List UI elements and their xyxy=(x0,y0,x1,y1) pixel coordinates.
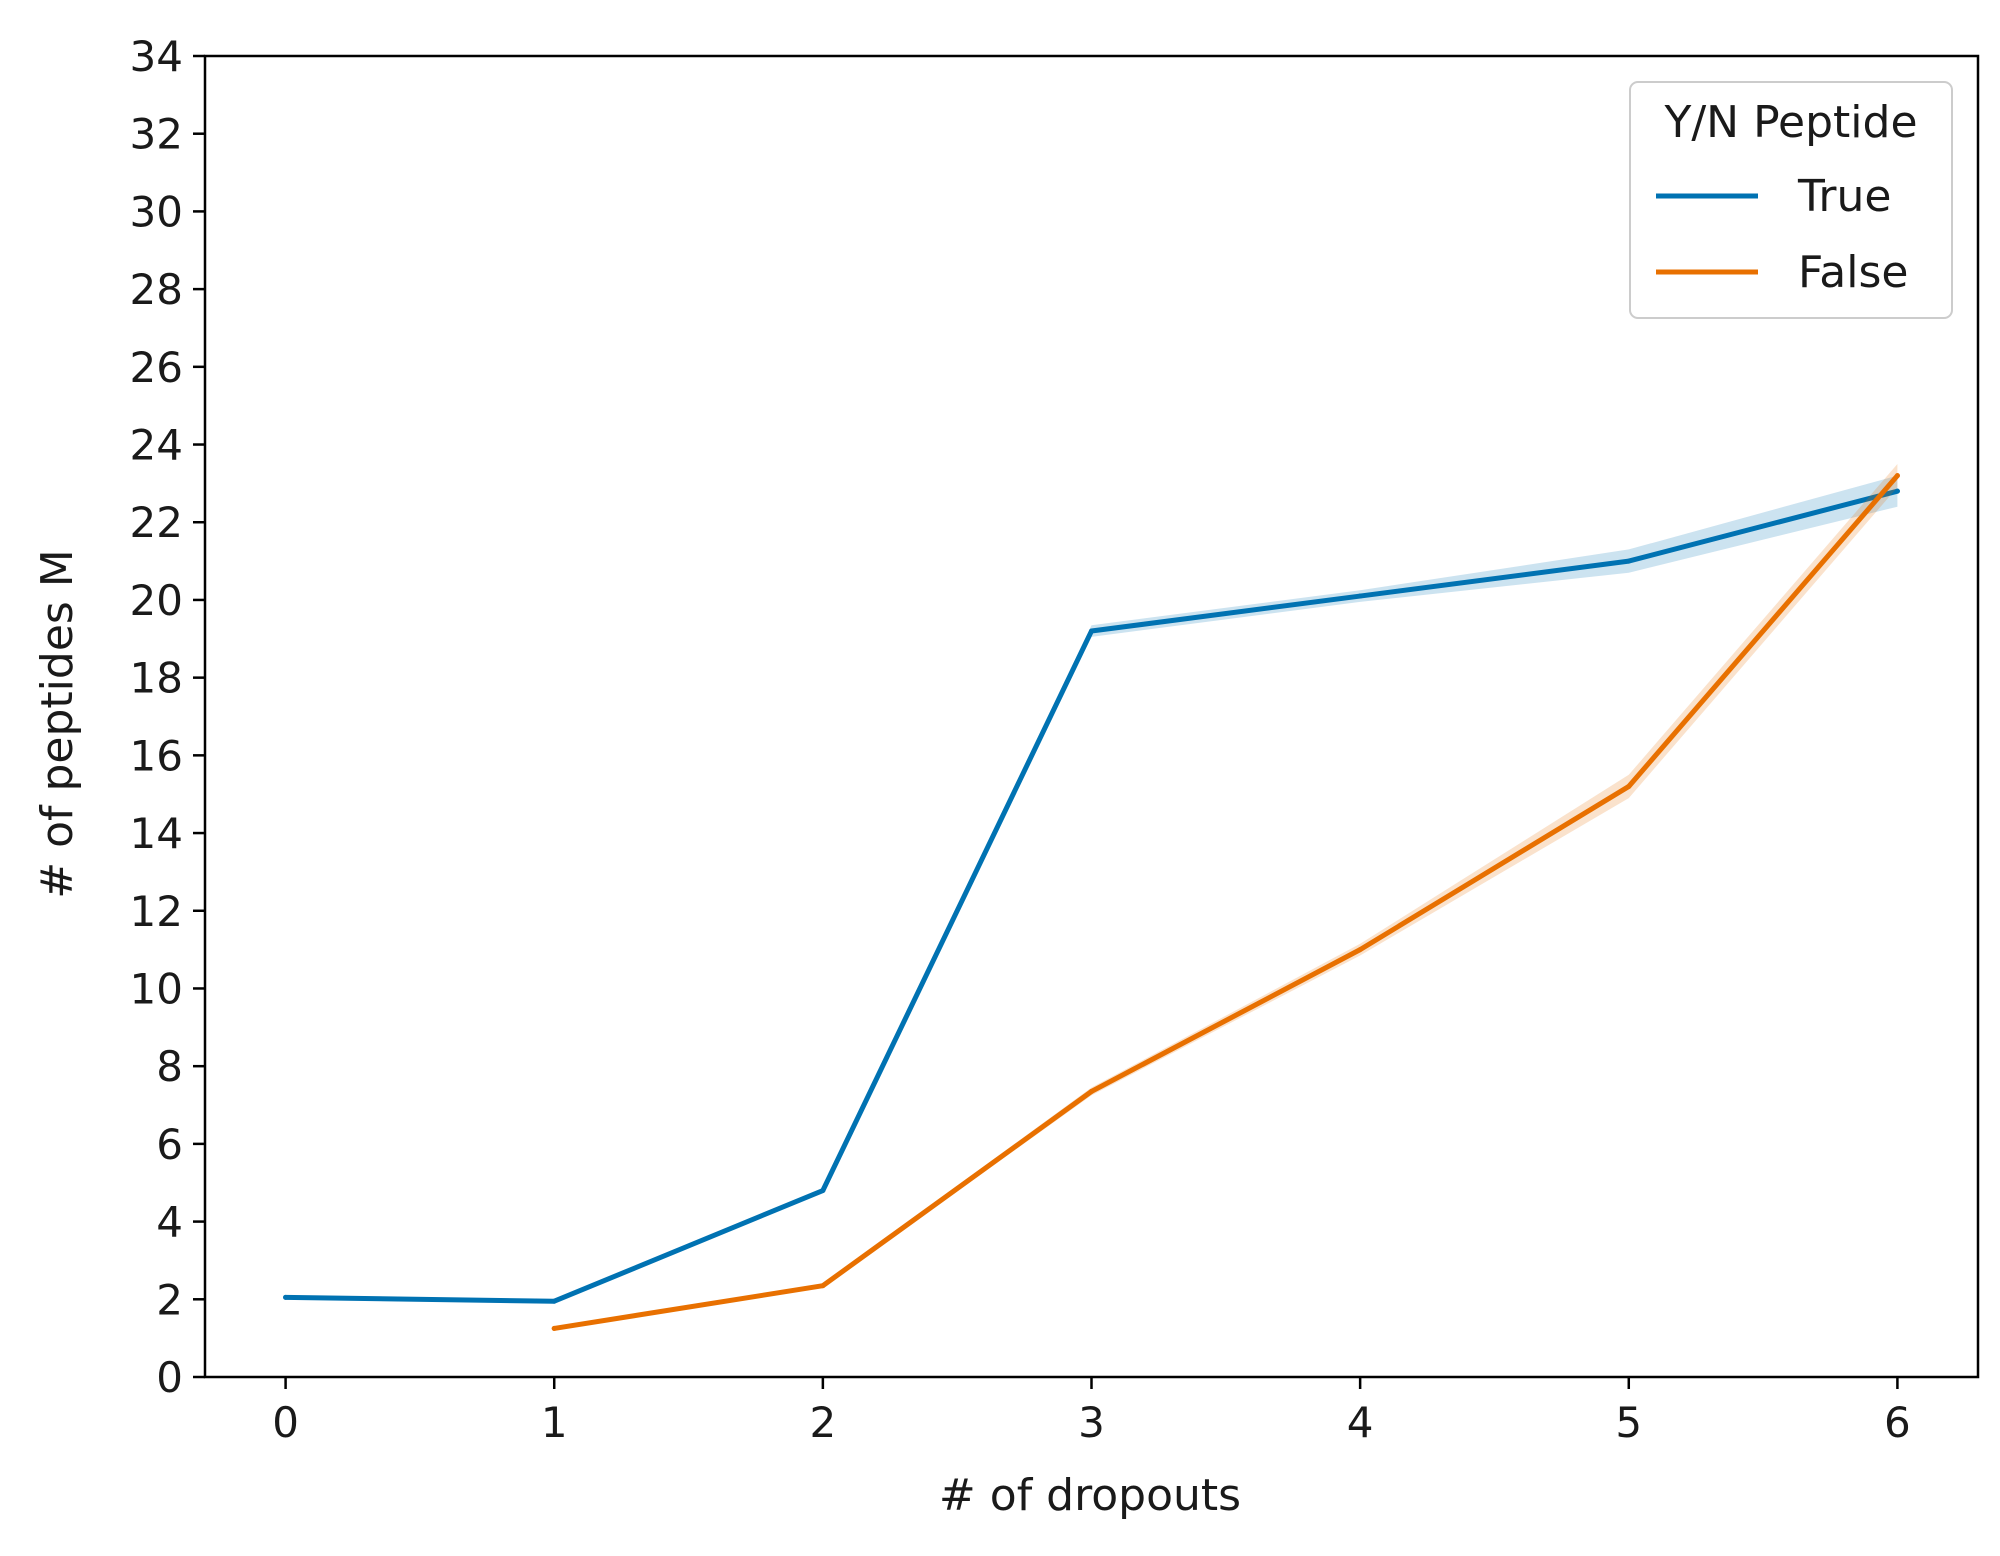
series-true-point xyxy=(1894,488,1900,494)
series-false-point xyxy=(1089,1088,1094,1094)
y-axis-title: # of peptides M xyxy=(32,549,83,899)
legend-box xyxy=(1629,81,1953,319)
series-true-point xyxy=(1626,558,1632,564)
y-tick-label: 28 xyxy=(130,265,183,314)
plot-area xyxy=(283,463,1900,1331)
y-tick-label: 4 xyxy=(156,1198,183,1247)
legend-label-false: False xyxy=(1798,247,1908,298)
y-tick-label: 34 xyxy=(130,32,183,81)
y-tick-label: 12 xyxy=(130,887,183,936)
y-tick-label: 18 xyxy=(130,654,183,703)
plot-frame xyxy=(203,54,1980,1379)
x-axis-title: # of dropouts xyxy=(939,1470,1241,1521)
x-tick-label: 3 xyxy=(1078,1398,1105,1447)
legend: Y/N Peptide True False xyxy=(1629,81,1953,319)
series-true-point xyxy=(283,1294,289,1300)
y-tick-label: 6 xyxy=(156,1120,183,1169)
series-false-point xyxy=(1357,947,1363,953)
x-tick-label: 5 xyxy=(1615,1398,1642,1447)
y-tick-label: 24 xyxy=(130,421,183,470)
legend-label-true: True xyxy=(1797,171,1891,222)
series-true-point xyxy=(820,1188,826,1194)
series-false-point xyxy=(1626,783,1632,789)
x-tick-label: 2 xyxy=(809,1398,836,1447)
x-axis: 0 1 2 3 4 5 6 xyxy=(272,1377,1911,1447)
y-tick-label: 14 xyxy=(130,809,183,858)
series-false-point xyxy=(820,1283,826,1289)
y-tick-label: 30 xyxy=(130,187,183,236)
y-tick-label: 0 xyxy=(156,1353,183,1402)
x-tick-label: 6 xyxy=(1884,1398,1911,1447)
series-false-line xyxy=(551,473,1900,1331)
series-true-point xyxy=(1089,628,1094,634)
series-true-point xyxy=(1357,593,1363,599)
legend-title: Y/N Peptide xyxy=(1663,97,1917,148)
y-tick-label: 16 xyxy=(130,731,183,780)
y-tick-label: 2 xyxy=(156,1275,183,1324)
series-false-point xyxy=(551,1325,557,1331)
series-false-point xyxy=(1894,473,1900,479)
y-tick-label: 10 xyxy=(130,964,183,1013)
x-tick-label: 4 xyxy=(1347,1398,1374,1447)
y-tick-label: 26 xyxy=(130,343,183,392)
x-tick-label: 1 xyxy=(541,1398,568,1447)
y-tick-label: 8 xyxy=(156,1042,183,1091)
series-true-point xyxy=(551,1298,557,1304)
y-tick-label: 22 xyxy=(130,498,183,547)
x-tick-label: 0 xyxy=(272,1398,299,1447)
y-tick-label: 20 xyxy=(130,576,183,625)
y-tick-label: 32 xyxy=(130,110,183,159)
